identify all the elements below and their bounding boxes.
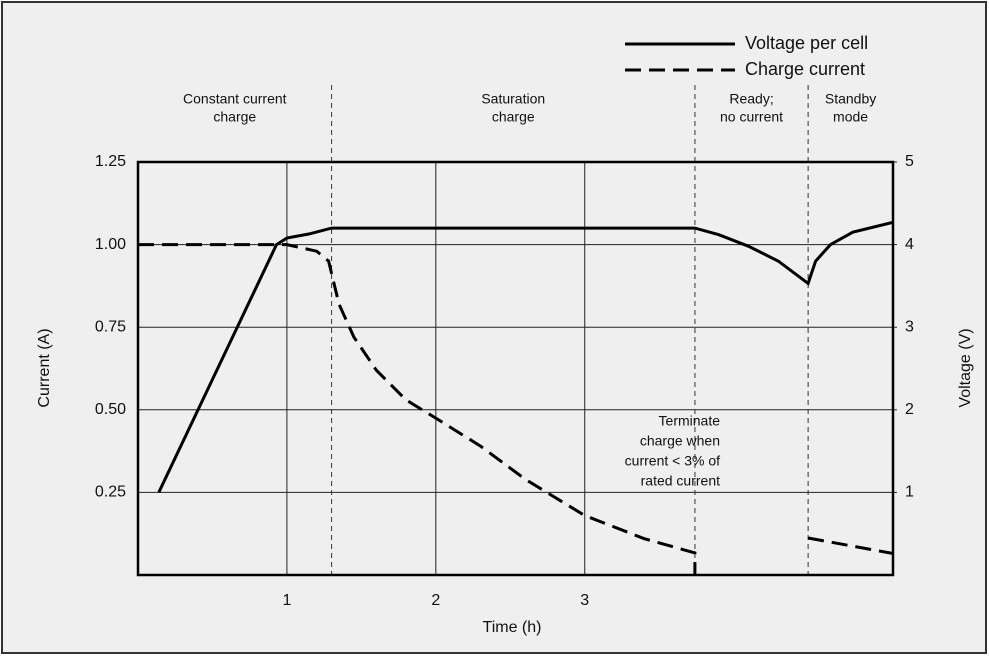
y-tick-label: 1.00 <box>95 236 126 253</box>
phase-label: charge <box>213 109 256 125</box>
phase-label: Ready; <box>729 91 773 107</box>
x-tick-label: 3 <box>580 592 589 609</box>
y2-tick-label: 4 <box>905 236 914 253</box>
x-tick-label: 2 <box>431 592 440 609</box>
legend-label: Voltage per cell <box>745 33 868 53</box>
y-tick-label: 0.75 <box>95 318 126 335</box>
y2-tick-label: 2 <box>905 401 914 418</box>
legend-label: Charge current <box>745 59 865 79</box>
phase-label: Saturation <box>481 91 545 107</box>
annotation: Terminate <box>659 413 721 429</box>
plot-frame <box>136 160 895 577</box>
x-tick-label: 1 <box>282 592 291 609</box>
y-axis-label: Current (A) <box>36 328 53 407</box>
y-tick-label: 0.25 <box>95 484 126 501</box>
series-line <box>157 220 894 494</box>
y2-tick-label: 5 <box>905 153 914 170</box>
y-tick-label: 1.25 <box>95 153 126 170</box>
annotation: charge when <box>640 433 720 449</box>
annotation: rated current <box>641 473 720 489</box>
phase-label: mode <box>833 109 868 125</box>
phase-label: Standby <box>825 91 876 107</box>
x-axis-label: Time (h) <box>483 619 542 636</box>
y2-tick-label: 3 <box>905 318 914 335</box>
y2-tick-label: 1 <box>905 484 914 501</box>
phase-label: no current <box>720 109 783 125</box>
plot-area <box>138 162 893 575</box>
y-tick-label: 0.50 <box>95 401 126 418</box>
annotation: current < 3% of <box>625 453 720 469</box>
series-line <box>138 243 894 575</box>
phase-label: charge <box>492 109 535 125</box>
phase-label: Constant current <box>183 91 287 107</box>
y2-axis-label: Voltage (V) <box>957 328 974 407</box>
